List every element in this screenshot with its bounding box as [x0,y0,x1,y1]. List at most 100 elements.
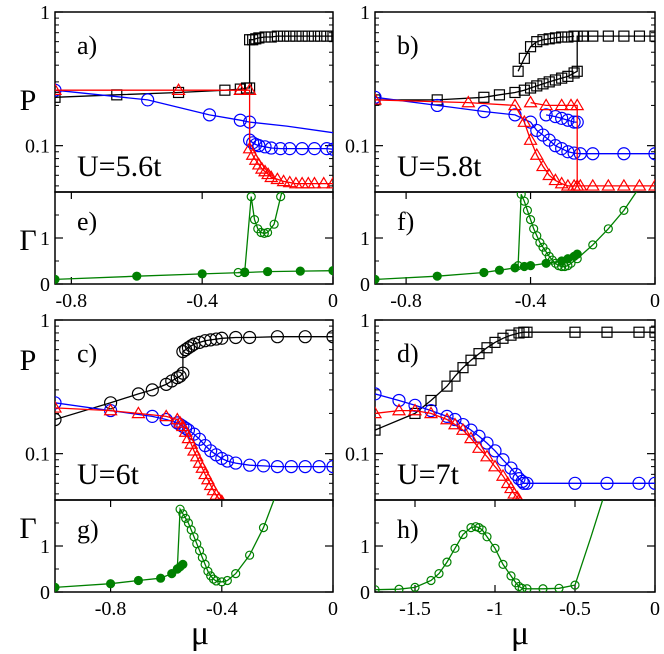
data-point-g-green-hollow [178,509,188,519]
data-point-e-green-filled [328,266,333,276]
data-point-g-green-hollow [208,574,219,584]
panel-e: 0 1 -0.8 -0.4 0 e) [40,191,338,312]
data-point-g-green-hollow [206,571,216,581]
ylabel-Gamma-top: Γ [19,224,36,257]
series-line-b-black-squares [375,35,655,101]
data-point-f-green-filled [494,265,505,275]
data-point-b-red-triangles [632,178,647,191]
data-point-c-blue-circles [55,396,62,410]
data-point-h-green-hollow [522,584,532,592]
data-point-a-blue-circles [252,139,266,153]
ytick-label-d: 0.1 [345,444,370,466]
series-line-e-green-filled [55,270,333,281]
data-point-c-black-circles [209,332,223,346]
data-point-e-green-hollow [249,215,260,225]
data-point-b-black-squares [524,82,537,94]
panel-label-a: a) [77,31,97,60]
data-point-f-green-filled [525,261,536,271]
data-point-d-black-squares [633,326,645,338]
data-point-b-black-squares [543,76,555,88]
data-point-b-black-squares [537,78,549,90]
data-point-g-green-hollow [222,575,232,586]
data-point-a-red-triangles [254,161,270,174]
data-point-b-red-triangles [554,176,569,189]
annotation-c: U=6t [77,458,140,491]
data-point-c-red-triangles [103,403,118,416]
data-point-b-black-squares [549,74,562,86]
annotation-a: U=5.6t [77,150,162,183]
data-point-c-black-circles [229,330,243,345]
data-point-a-red-triangles [301,176,316,189]
data-point-d-blue-circles [496,453,510,467]
data-point-d-red-triangles [439,412,455,425]
data-point-d-black-squares [649,326,655,338]
data-point-g-green-hollow [231,568,241,579]
data-point-h-green-hollow [498,559,508,570]
data-point-f-green-hollow [538,242,548,252]
data-point-d-red-triangles [514,492,524,500]
data-point-a-black-squares [265,31,277,43]
data-point-f-green-filled [432,271,442,281]
data-point-h-green-hollow [394,584,404,592]
data-point-h-green-hollow [506,571,516,581]
data-point-f-green-hollow [557,261,567,272]
data-point-b-blue-circles [648,147,655,161]
data-point-b-blue-circles [586,147,600,161]
data-point-a-black-squares [321,30,333,42]
xtick-label-f: 0 [650,290,660,312]
data-point-h-green-hollow [477,525,487,535]
ytick-label-f: 0 [360,274,370,296]
data-point-f-green-hollow [572,254,582,264]
data-point-d-red-triangles [479,449,495,462]
data-point-b-black-squares [571,65,583,77]
annotation-d: U=7t [397,458,460,491]
panel-h: 0 1 -1.5 -1 -0.5 0 h) [360,499,660,620]
data-point-f-green-filled [479,267,489,278]
data-point-h-green-hollow [450,543,460,553]
data-point-f-green-hollow [603,224,613,234]
data-point-c-blue-circles [312,460,326,474]
xtick-label-h: -1 [487,598,504,620]
data-point-d-blue-circles [600,476,614,490]
xtick-label-e: 0 [328,290,338,312]
data-point-b-black-squares [602,30,614,42]
panel-label-b: b) [397,31,419,60]
data-point-b-red-triangles [585,178,600,191]
data-point-d-black-squares [497,332,509,344]
data-point-b-black-upper [518,52,530,64]
data-point-a-blue-circles [326,142,333,156]
data-point-e-green-filled [262,266,273,277]
data-point-b-blue-circles [555,142,569,156]
data-point-c-black-circles [215,331,229,345]
data-point-g-green-hollow [211,576,221,586]
data-point-e-green-hollow [246,192,256,202]
data-point-a-blue-circles [202,108,217,122]
data-point-d-blue-circles [488,444,502,458]
data-point-g-green-hollow [273,487,281,495]
data-point-f-green-hollow [525,215,536,225]
data-point-a-black-squares [277,30,290,42]
data-point-a-red-triangles [276,174,291,187]
data-point-g-green-hollow [172,564,182,574]
data-point-g-green-hollow [258,522,269,533]
data-point-c-red-triangles [55,400,63,413]
data-point-e-green-filled [55,274,60,284]
data-point-a-blue-circles [320,142,333,156]
data-point-f-green-hollow [519,196,529,206]
data-point-b-red-triangles [616,178,631,191]
ytick-label-b: 1 [360,2,370,24]
data-point-d-red-triangles [423,406,439,419]
data-point-b-blue-circles [375,90,382,104]
data-point-a-red-triangles [171,83,186,95]
data-point-b-red-triangles [523,132,538,145]
data-point-a-red-triangles [316,176,331,189]
series-line-c-blue-circles [55,402,333,468]
data-point-c-black-circles [103,396,118,410]
series-line-h-green-line [574,500,604,586]
data-point-g-green-hollow [203,566,213,576]
data-point-h-green-hollow [490,543,500,553]
data-point-d-blue-circles [632,476,646,490]
data-point-b-red-upper [539,98,554,111]
xtick-label-e: -0.4 [186,290,218,312]
